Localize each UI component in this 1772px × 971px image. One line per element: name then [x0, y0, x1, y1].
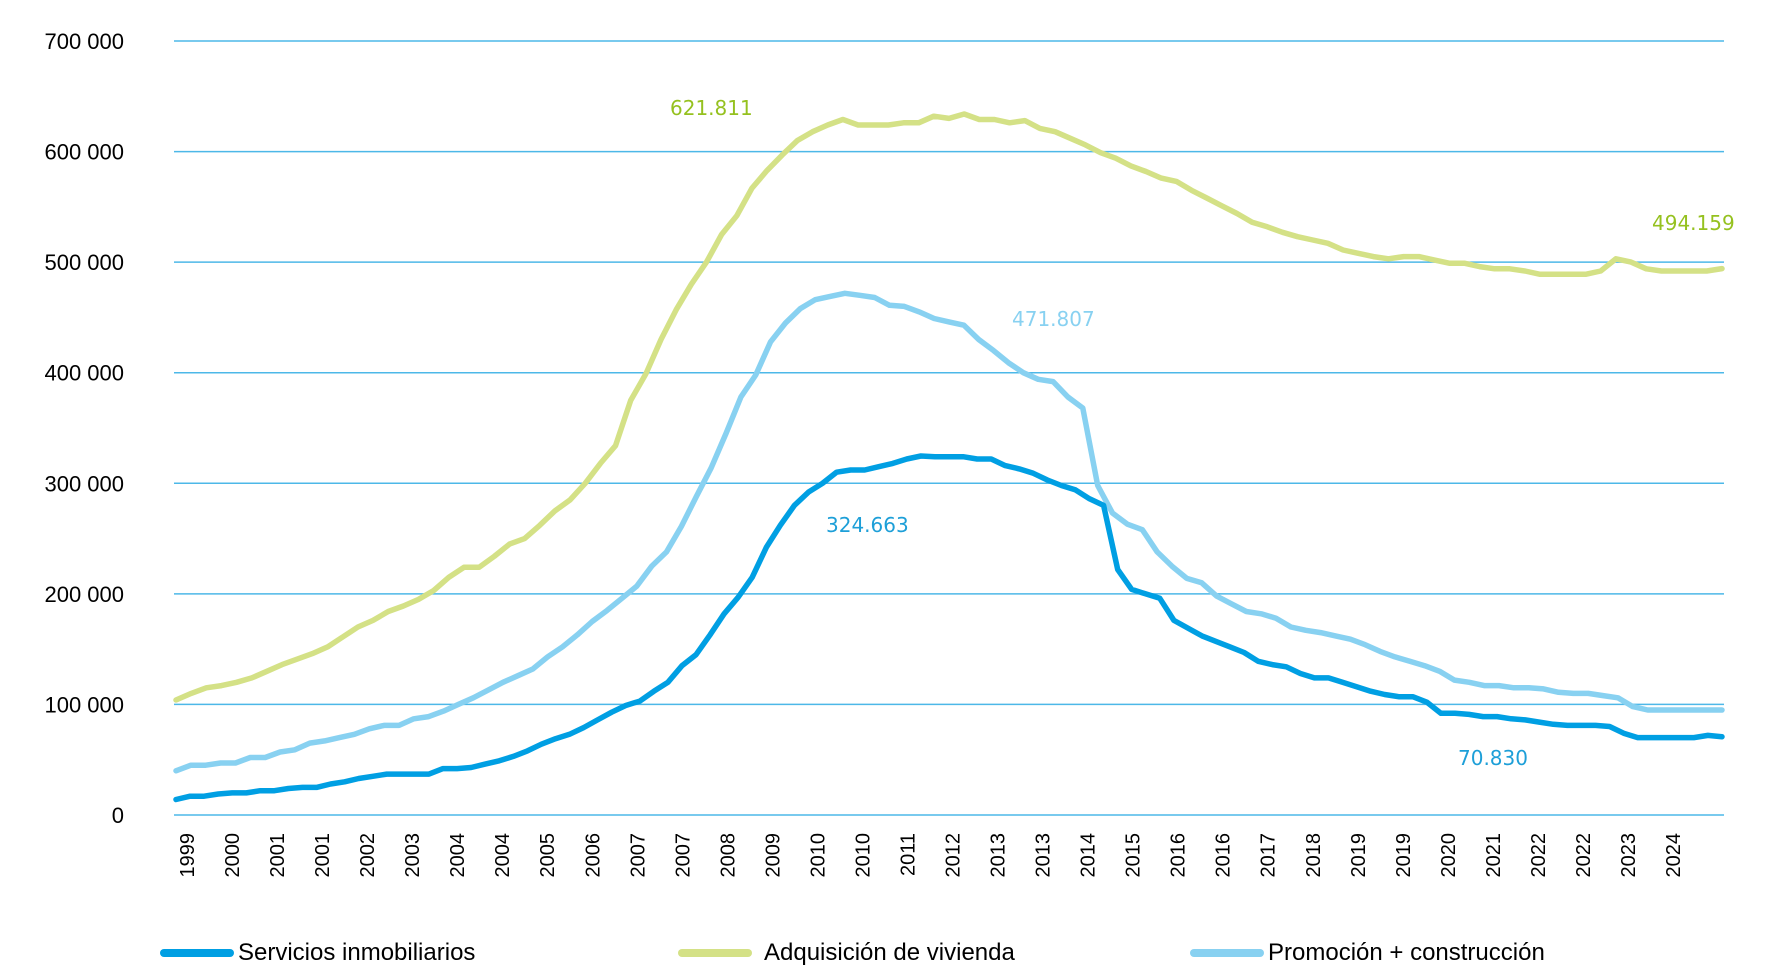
legend-swatch-servicios	[160, 949, 234, 957]
x-tick-label: 2010	[852, 833, 874, 878]
x-tick-label: 2008	[717, 833, 739, 878]
legend-label-adquisicion: Adquisición de vivienda	[764, 939, 1015, 966]
x-tick-label: 2005	[537, 833, 559, 878]
x-tick-label: 2020	[1438, 833, 1460, 878]
x-tick-label: 2003	[402, 833, 424, 878]
x-tick-label: 2001	[267, 833, 289, 878]
annotation-promocion-peak: 471.807	[1012, 307, 1095, 331]
series-lines	[173, 111, 1725, 803]
gridlines	[174, 40, 1724, 816]
annotations: 621.811 494.159 471.807 324.663 70.830	[670, 96, 1735, 770]
legend-label-servicios: Servicios inmobiliarios	[238, 939, 476, 966]
x-tick-label: 2007	[627, 833, 649, 878]
legend-item-promocion: Promoción + construcción	[1190, 938, 1545, 968]
series-line-promocion	[173, 290, 1725, 774]
legend-label-promocion: Promoción + construcción	[1268, 939, 1545, 966]
x-tick-label: 2004	[447, 833, 469, 878]
x-tick-label: 2013	[1033, 833, 1055, 878]
x-tick-label: 2006	[582, 833, 604, 878]
x-tick-label: 2017	[1258, 833, 1280, 878]
series-line-servicios	[173, 453, 1725, 803]
y-tick-label: 200 000	[44, 582, 124, 607]
x-tick-label: 2014	[1078, 833, 1100, 878]
x-tick-label: 2002	[357, 833, 379, 878]
legend-swatch-promocion	[1190, 949, 1264, 957]
legend-item-servicios: Servicios inmobiliarios	[160, 938, 475, 968]
x-tick-label: 2011	[897, 833, 919, 876]
y-tick-label: 700 000	[44, 29, 124, 54]
y-tick-label: 100 000	[44, 692, 124, 717]
x-tick-label: 2015	[1123, 833, 1145, 878]
x-axis-tick-labels: 1999 2000 2001 2001 2002 2003 2004 2004 2005 2006…	[177, 833, 1685, 878]
x-tick-label: 2001	[312, 833, 334, 878]
y-tick-label: 0	[112, 803, 124, 828]
y-tick-label: 500 000	[44, 250, 124, 275]
x-tick-label: 2016	[1213, 833, 1235, 878]
x-tick-label: 2019	[1393, 833, 1415, 878]
x-tick-label: 2009	[762, 833, 784, 878]
x-tick-label: 2007	[672, 833, 694, 878]
x-tick-label: 2016	[1168, 833, 1190, 878]
x-tick-label: 2004	[492, 833, 514, 878]
y-tick-label: 300 000	[44, 471, 124, 496]
legend-item-adquisicion: Adquisición de vivienda	[678, 938, 1015, 968]
x-tick-label: 2013	[988, 833, 1010, 878]
annotation-servicios-end: 70.830	[1458, 746, 1528, 770]
annotation-adquisicion-end: 494.159	[1652, 211, 1735, 235]
annotation-adquisicion-peak: 621.811	[670, 96, 753, 120]
x-tick-label: 1999	[177, 833, 199, 878]
x-tick-label: 2012	[943, 833, 965, 878]
x-tick-label: 2023	[1618, 833, 1640, 878]
x-tick-label: 2000	[222, 833, 244, 878]
annotation-servicios-peak: 324.663	[826, 513, 909, 537]
y-tick-label: 400 000	[44, 361, 124, 386]
x-tick-label: 2010	[807, 833, 829, 878]
x-tick-label: 2019	[1348, 833, 1370, 878]
x-tick-label: 2021	[1483, 833, 1505, 878]
x-tick-label: 2024	[1663, 833, 1685, 878]
x-tick-label: 2022	[1573, 833, 1595, 878]
y-tick-label: 600 000	[44, 140, 124, 165]
x-tick-label: 2022	[1528, 833, 1550, 878]
legend-swatch-adquisicion	[678, 949, 752, 957]
x-tick-label: 2018	[1303, 833, 1325, 878]
y-axis-tick-labels: 0 100 000 200 000 300 000 400 000 500 000 600 …	[44, 29, 124, 828]
series-line-adquisicion	[173, 111, 1725, 703]
